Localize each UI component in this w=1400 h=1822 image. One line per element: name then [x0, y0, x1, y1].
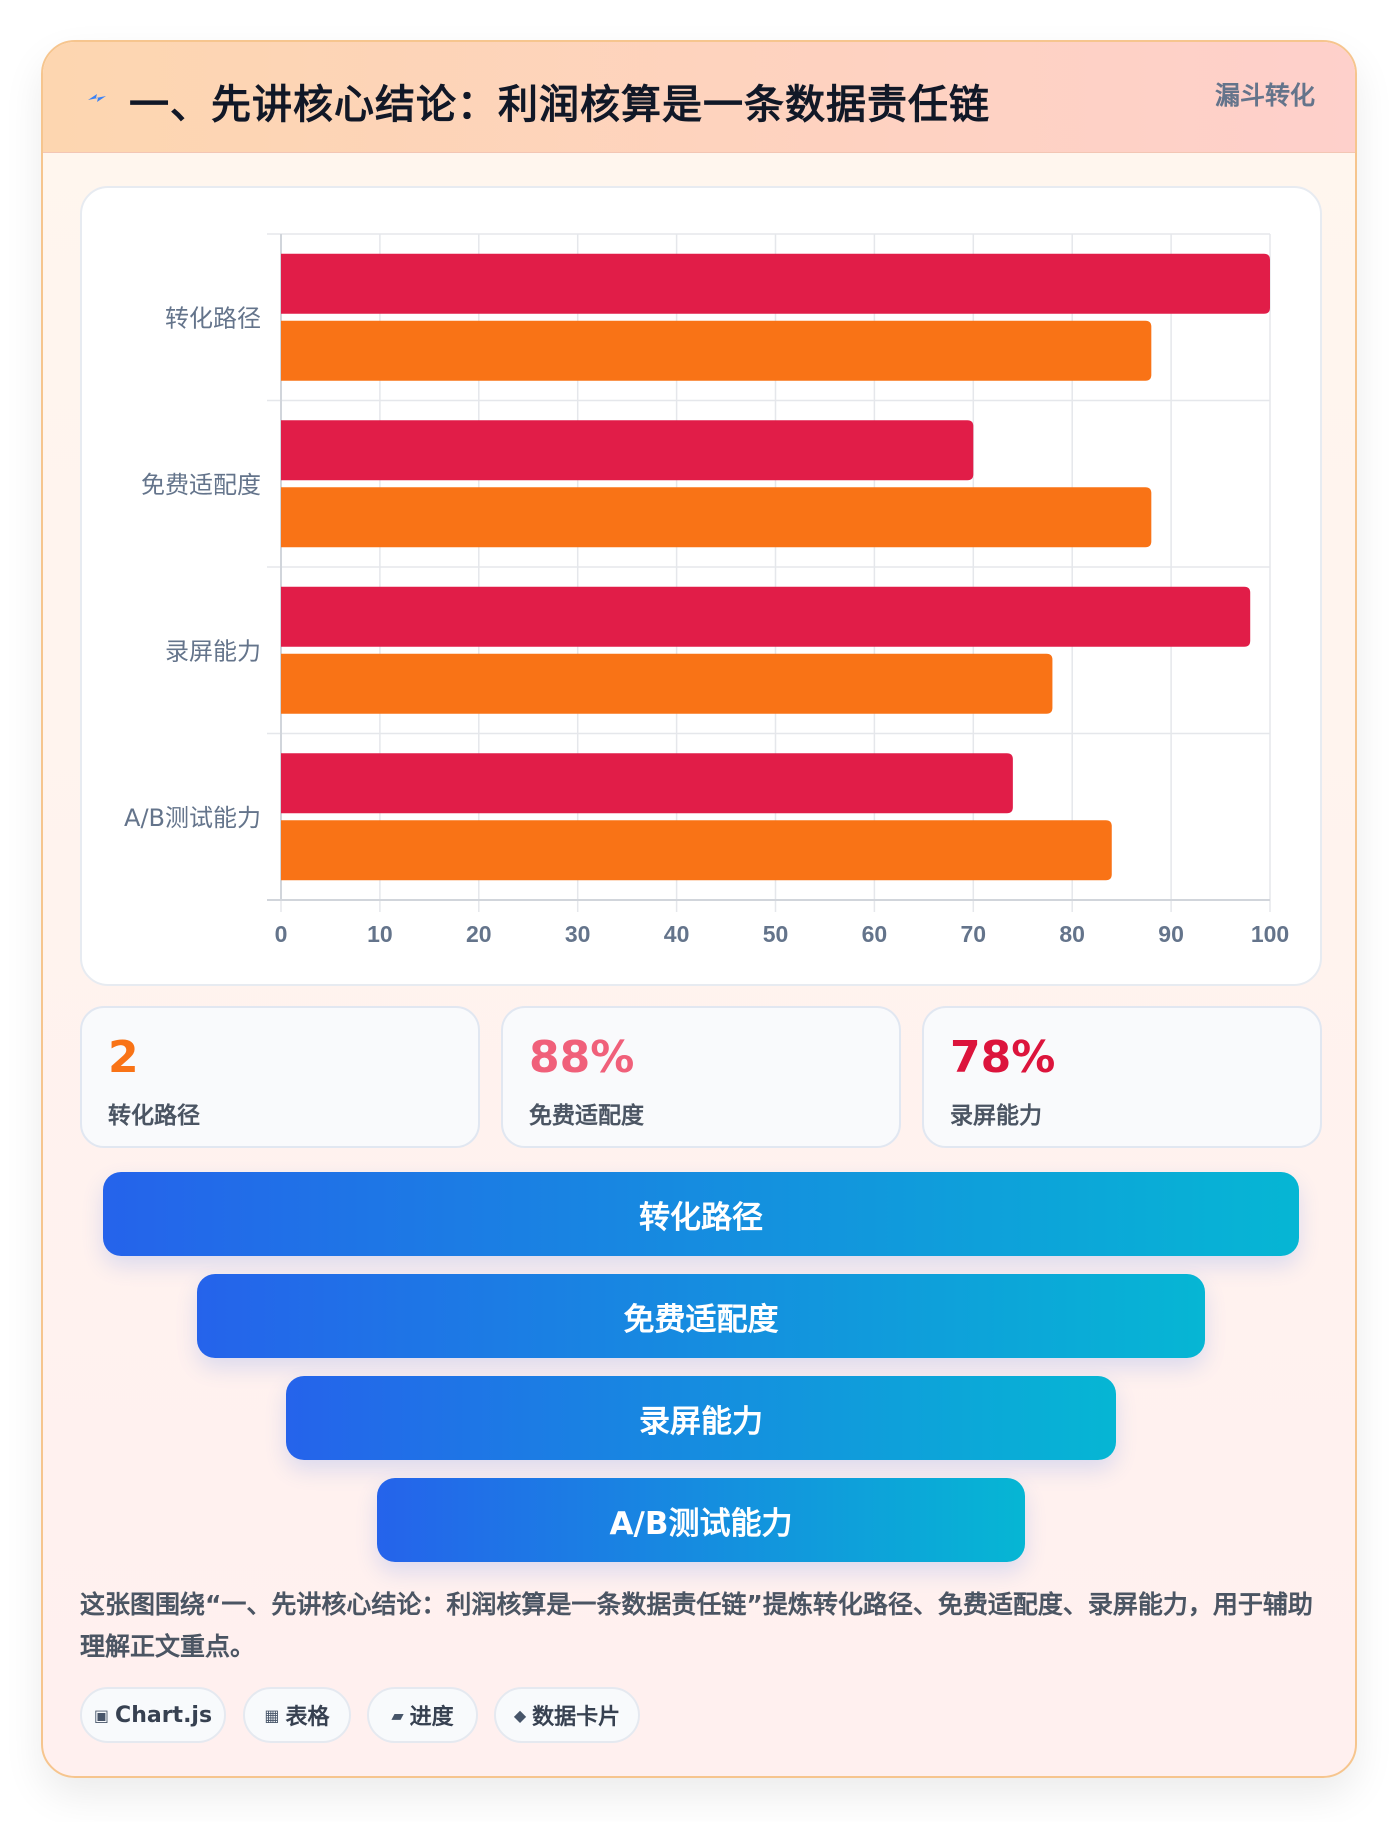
bar	[281, 420, 974, 481]
x-tick-label: 60	[862, 921, 888, 947]
bar	[281, 753, 1013, 814]
stat-label: 免费适配度	[529, 1103, 644, 1129]
stat-row: 2 转化路径 88% 免费适配度 78% 录屏能力	[80, 1006, 1322, 1150]
bar	[281, 653, 1053, 714]
bar	[281, 820, 1112, 881]
lightning-icon	[88, 94, 106, 102]
x-tick-label: 20	[466, 921, 492, 947]
tag-chartjs[interactable]: ▣ Chart.js	[80, 1687, 226, 1743]
x-tick-label: 80	[1059, 921, 1085, 947]
caption: 这张图围绕“一、先讲核心结论：利润核算是一条数据责任链”提炼转化路径、免费适配度…	[80, 1590, 1313, 1661]
tag-data-card[interactable]: ◆ 数据卡片	[494, 1687, 640, 1743]
category-label: 免费适配度	[141, 471, 261, 499]
category-label: A/B测试能力	[124, 804, 261, 832]
x-tick-label: 30	[565, 921, 591, 947]
diamond-icon: ◆	[513, 1705, 527, 1725]
stat-value: 78%	[950, 1032, 1056, 1083]
bar	[281, 586, 1251, 647]
tag-label: Chart.js	[115, 1702, 213, 1728]
funnel-step: 免费适配度	[197, 1274, 1205, 1358]
tag-label: 数据卡片	[532, 1705, 621, 1730]
stat-label: 转化路径	[108, 1103, 200, 1129]
tag-table[interactable]: ▦ 表格	[243, 1687, 351, 1743]
header-tag: 漏斗转化	[1214, 81, 1315, 110]
x-tick-label: 10	[367, 921, 393, 947]
category-label: 录屏能力	[165, 637, 261, 665]
stat-value: 2	[108, 1032, 139, 1083]
x-tick-label: 40	[664, 921, 690, 947]
bar	[281, 487, 1152, 548]
funnel-step: A/B测试能力	[377, 1478, 1025, 1562]
x-tick-label: 100	[1251, 921, 1289, 947]
chart-icon: ▣	[93, 1705, 110, 1725]
x-tick-label: 50	[763, 921, 789, 947]
category-label: 转化路径	[165, 304, 261, 332]
stat-card: 2 转化路径	[80, 1006, 480, 1148]
funnel-step: 转化路径	[103, 1172, 1299, 1256]
header: 一、先讲核心结论：利润核算是一条数据责任链 漏斗转化	[43, 42, 1355, 153]
tag-progress[interactable]: ▰ 进度	[367, 1687, 478, 1743]
stat-card: 78% 录屏能力	[922, 1006, 1322, 1148]
progress-icon: ▰	[391, 1705, 404, 1725]
bar	[281, 253, 1270, 314]
funnel-step: 录屏能力	[286, 1376, 1116, 1460]
bar	[281, 320, 1152, 381]
stat-value: 88%	[529, 1032, 635, 1083]
card: 一、先讲核心结论：利润核算是一条数据责任链 漏斗转化 0 10 20 30 40 50 60…	[41, 40, 1357, 1778]
tag-label: 表格	[285, 1705, 330, 1730]
x-tick-label: 70	[961, 921, 987, 947]
chart-panel: 0 10 20 30 40 50 60 70 80 90 100 转化路径免费适配度录屏能力 A/B测试…	[80, 186, 1322, 986]
tag-label: 进度	[409, 1705, 454, 1730]
stat-card: 88% 免费适配度	[501, 1006, 901, 1148]
stat-label: 录屏能力	[950, 1103, 1042, 1129]
x-tick-label: 0	[275, 921, 288, 947]
x-tick-label: 90	[1158, 921, 1184, 947]
table-icon: ▦	[264, 1705, 280, 1725]
page-title: 一、先讲核心结论：利润核算是一条数据责任链	[129, 82, 990, 128]
